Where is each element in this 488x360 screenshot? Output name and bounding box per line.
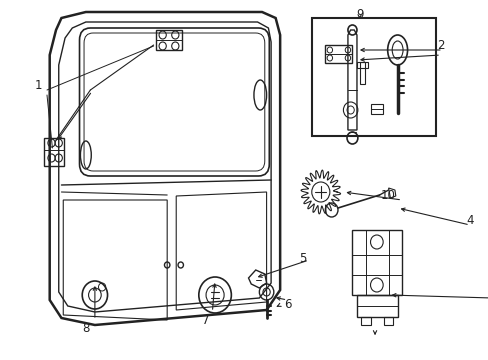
Text: 8: 8 [82, 321, 89, 334]
Text: 5: 5 [299, 252, 306, 265]
Text: 7: 7 [202, 314, 209, 327]
Text: 4: 4 [465, 213, 473, 226]
Text: 6: 6 [283, 298, 290, 311]
Bar [44, 138, 64, 166]
Bar [352, 230, 401, 295]
Text: 9: 9 [355, 8, 363, 21]
Bar [325, 45, 352, 63]
Bar [356, 62, 367, 68]
Bar [370, 104, 383, 114]
Text: 2: 2 [436, 39, 444, 51]
Bar [156, 30, 181, 50]
Bar [356, 295, 397, 317]
Bar [311, 18, 436, 136]
Text: 1: 1 [34, 78, 41, 91]
Text: 10: 10 [380, 189, 395, 202]
Bar [383, 317, 392, 325]
Bar [361, 317, 370, 325]
Bar [359, 62, 365, 84]
